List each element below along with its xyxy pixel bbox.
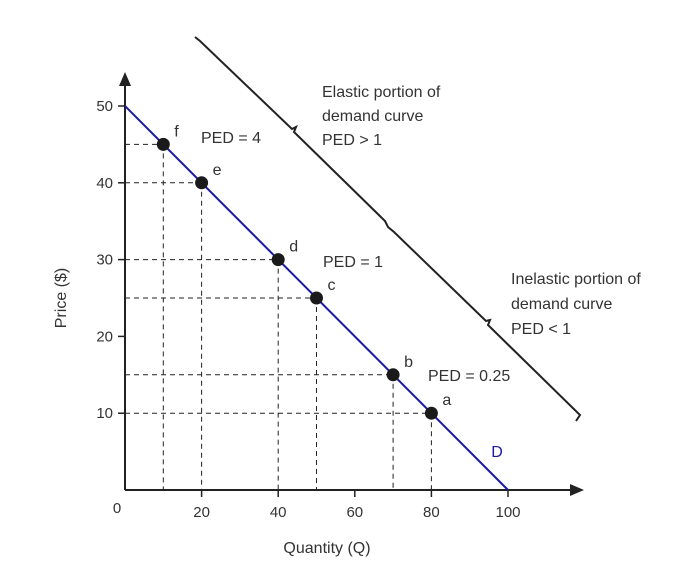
- inelastic-label-line1: Inelastic portion of: [511, 271, 641, 288]
- tick-marks: 20 40 60 80 100 10 20 30 40 50: [96, 98, 520, 521]
- point-c: [310, 291, 323, 305]
- y-axis-arrow: [119, 72, 131, 86]
- y-axis-title: Price ($): [53, 268, 70, 328]
- x-tick-label: 80: [423, 504, 440, 521]
- elastic-label-line2: demand curve: [322, 108, 423, 125]
- point-a: [424, 406, 438, 420]
- ped-025-label: PED = 0.25: [428, 368, 510, 385]
- point-label-b: b: [404, 354, 413, 371]
- ped-1-label: PED = 1: [323, 254, 383, 271]
- elastic-label-line3: PED > 1: [322, 132, 382, 149]
- x-tick-label: 40: [270, 504, 287, 521]
- point-b: [386, 368, 400, 382]
- y-tick-label: 50: [96, 98, 113, 115]
- point-d: [271, 253, 285, 267]
- point-e: [195, 176, 209, 190]
- x-tick-label: 60: [346, 504, 363, 521]
- guide-lines: [125, 143, 432, 490]
- elastic-bracket: [194, 36, 582, 422]
- y-tick-label: 30: [96, 252, 113, 269]
- origin-label: 0: [113, 500, 121, 517]
- y-tick-label: 20: [96, 328, 113, 345]
- elastic-label-line1: Elastic portion of: [322, 84, 441, 101]
- point-f: [156, 137, 170, 151]
- axes: [119, 72, 584, 496]
- demand-curve-label: D: [491, 444, 503, 461]
- point-label-a: a: [442, 392, 451, 409]
- inelastic-label-line2: demand curve: [511, 296, 612, 313]
- point-label-f: f: [174, 123, 179, 140]
- y-tick-label: 40: [96, 175, 113, 192]
- data-points: f e d c b a: [156, 123, 451, 420]
- x-tick-label: 100: [495, 504, 520, 521]
- y-tick-label: 10: [96, 405, 113, 422]
- point-label-d: d: [289, 239, 298, 256]
- x-tick-label: 20: [193, 504, 210, 521]
- inelastic-label-line3: PED < 1: [511, 321, 571, 338]
- point-label-e: e: [213, 162, 222, 179]
- x-axis-arrow: [570, 484, 584, 496]
- x-axis-title: Quantity (Q): [283, 540, 370, 557]
- point-label-c: c: [328, 277, 336, 294]
- ped-4-label: PED = 4: [201, 130, 261, 147]
